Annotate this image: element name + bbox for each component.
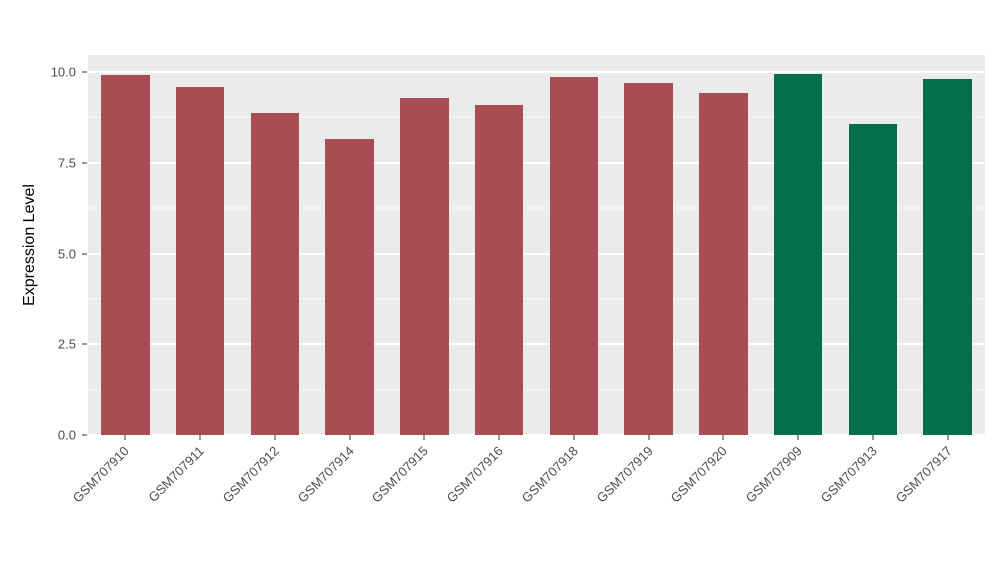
major-gridline <box>88 343 985 346</box>
minor-gridline <box>88 298 985 300</box>
plot-panel <box>88 55 985 436</box>
y-axis-title: Expression Level <box>21 184 38 306</box>
minor-gridline <box>88 389 985 391</box>
bar <box>549 76 599 435</box>
x-tick-mark <box>274 435 276 440</box>
bar <box>250 112 300 435</box>
y-tick-label: 10.0 <box>50 64 76 80</box>
x-tick-mark <box>423 435 425 440</box>
bar <box>325 139 374 435</box>
y-tick-label: 7.5 <box>57 155 76 171</box>
x-tick-mark <box>124 435 126 440</box>
bar <box>773 73 823 435</box>
x-tick-mark <box>872 435 874 440</box>
x-tick-mark <box>722 435 724 440</box>
major-gridline <box>88 161 985 164</box>
x-tick-mark <box>797 435 799 440</box>
bar <box>923 78 972 435</box>
bar <box>474 105 524 435</box>
bar <box>624 82 673 435</box>
bar <box>175 87 225 435</box>
y-tick-label: 0.0 <box>57 427 76 443</box>
bar <box>848 123 898 435</box>
major-gridline <box>88 434 985 436</box>
x-tick-mark <box>498 435 500 440</box>
x-tick-mark <box>648 435 650 440</box>
y-tick-mark <box>82 434 87 436</box>
x-tick-mark <box>573 435 575 440</box>
x-tick-mark <box>947 435 949 440</box>
bar <box>101 74 150 435</box>
y-tick-label: 5.0 <box>57 246 76 262</box>
minor-gridline <box>88 116 985 118</box>
major-gridline <box>88 71 985 74</box>
bar <box>400 98 449 435</box>
y-tick-mark <box>82 162 87 164</box>
x-tick-mark <box>199 435 201 440</box>
major-gridline <box>88 252 985 255</box>
y-tick-mark <box>82 343 87 345</box>
y-tick-mark <box>82 253 87 255</box>
y-tick-mark <box>82 71 87 73</box>
x-tick-mark <box>349 435 351 440</box>
minor-gridline <box>88 207 985 209</box>
x-tick-label: GSM707910 <box>70 443 133 506</box>
y-tick-label: 2.5 <box>57 336 76 352</box>
bar <box>699 92 748 435</box>
